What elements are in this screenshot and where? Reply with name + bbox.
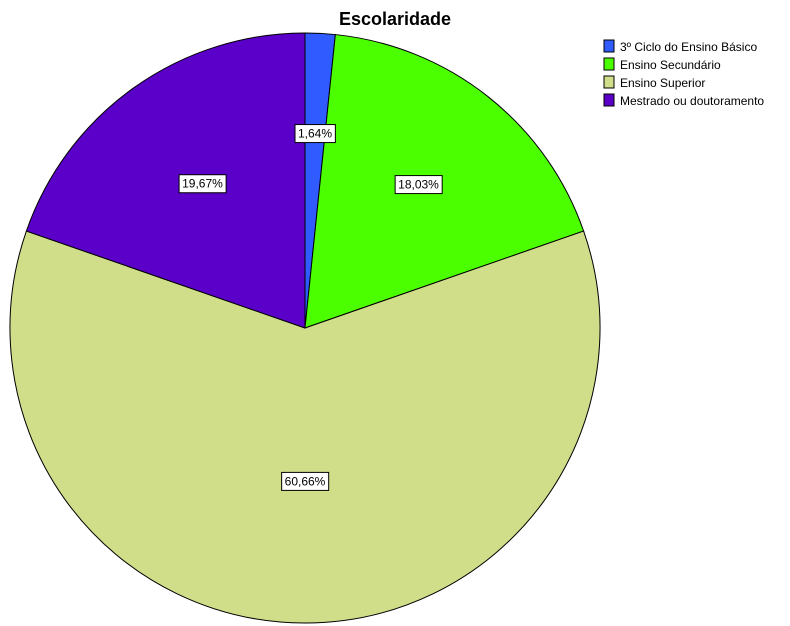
data-label-text: 1,64%: [298, 127, 332, 141]
pie-data-labels: 1,64% 18,03% 60,66% 19,67%: [178, 124, 443, 491]
legend: 3º Ciclo do Ensino Básico Ensino Secundár…: [603, 39, 764, 108]
legend-swatch: [603, 39, 615, 53]
data-label-3: 60,66%: [281, 471, 330, 491]
data-label-text: 18,03%: [398, 178, 439, 192]
chart-title: Escolaridade: [339, 9, 451, 29]
legend-label: Ensino Secundário: [620, 58, 721, 72]
legend-label: Mestrado ou doutoramento: [620, 94, 764, 108]
pie-slice-4: [25, 32, 306, 329]
legend-item-4: Mestrado ou doutoramento: [603, 93, 764, 108]
legend-swatch: [603, 93, 615, 107]
legend-label: Ensino Superior: [620, 76, 705, 90]
legend-item-3: Ensino Superior: [603, 75, 705, 90]
legend-swatch: [603, 57, 615, 71]
data-label-2: 18,03%: [394, 175, 443, 195]
pie-slice-3: [9, 230, 601, 624]
data-label-text: 19,67%: [182, 177, 223, 191]
legend-item-1: 3º Ciclo do Ensino Básico: [603, 39, 757, 54]
legend-item-2: Ensino Secundário: [603, 57, 721, 72]
legend-swatch: [603, 75, 615, 89]
data-label-1: 1,64%: [294, 124, 336, 144]
data-label-box: [394, 175, 443, 195]
data-label-box: [178, 174, 227, 194]
data-label-box: [294, 124, 336, 144]
legend-label: 3º Ciclo do Ensino Básico: [620, 40, 757, 54]
data-label-4: 19,67%: [178, 174, 227, 194]
data-label-box: [281, 471, 330, 491]
pie-slices: [9, 32, 601, 624]
data-label-text: 60,66%: [285, 474, 326, 488]
pie-slice-2: [304, 34, 585, 329]
